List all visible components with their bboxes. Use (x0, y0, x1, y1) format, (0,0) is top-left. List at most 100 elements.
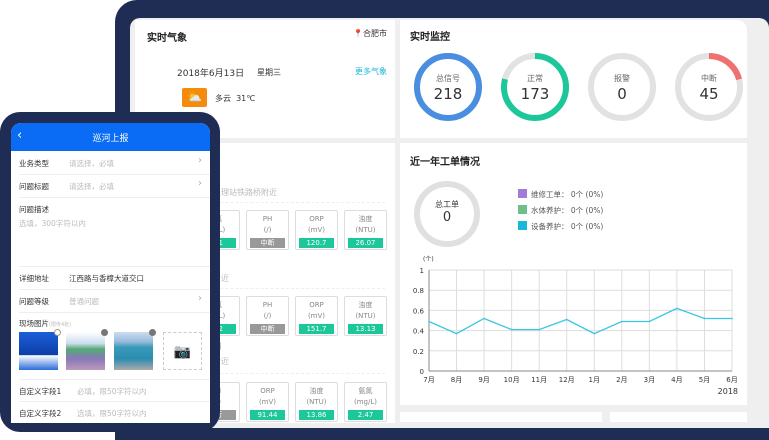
sensor-cell[interactable]: PH (/) 中断 (246, 210, 289, 250)
y-tick-label: 0.4 (413, 328, 425, 336)
data-point (455, 332, 458, 335)
sensor-unit: (mV) (307, 226, 326, 234)
sensor-cell[interactable]: PH (/) 中断 (246, 296, 289, 336)
business-type-row[interactable]: 业务类型 请选择，必填 › (19, 151, 210, 175)
station-location: 附近 (213, 357, 229, 366)
sensor-cell[interactable]: 浊度 (NTU) 13.86 (295, 382, 338, 422)
orders-card: 近一年工单情况 总工单 0 维修工单： 0个 (0%) 水体养护： 0个 (0%)… (400, 143, 747, 405)
sensor-cell[interactable]: ORP (mV) 151.7 (295, 296, 338, 336)
bottom-card-right (610, 412, 747, 422)
ring-gauge (501, 53, 569, 121)
station-divider (205, 288, 385, 289)
row-placeholder: 请选择，必填 (69, 159, 114, 168)
data-point (565, 318, 568, 321)
sensor-unit: (NTU) (306, 398, 327, 406)
data-point (648, 320, 651, 323)
x-tick-label: 9月 (478, 376, 489, 384)
x-tick-label: 12月 (559, 376, 575, 384)
legend-item: 设备养护： 0个 (0%) (518, 221, 603, 232)
more-weather-link[interactable]: 更多气象 (355, 67, 387, 76)
sensor-cell[interactable]: ORP (mV) 91.44 (246, 382, 289, 422)
ring-gauge (588, 53, 656, 121)
row-label: 问题描述 (19, 205, 49, 214)
weather-condition: 多云 31℃ (215, 94, 256, 103)
ring-value: 218 (433, 85, 463, 103)
row-label: 问题等级 (19, 297, 49, 306)
sensor-value: 120.7 (299, 238, 334, 248)
issue-title-row[interactable]: 问题标题 请选择，必填 › (19, 175, 210, 198)
back-icon[interactable]: ‹ (17, 128, 23, 143)
chevron-right-icon: › (198, 155, 202, 166)
y-tick-label: 0.8 (413, 287, 424, 295)
y-tick-label: 0.6 (413, 307, 425, 315)
x-tick-label: 10月 (504, 376, 520, 384)
chevron-right-icon: › (198, 293, 202, 304)
location[interactable]: 📍合肥市 (353, 28, 387, 39)
data-point (428, 320, 430, 323)
total-orders-value: 0 (442, 210, 452, 225)
sensor-value: 13.13 (348, 324, 383, 334)
data-point (538, 328, 540, 331)
monitor-card: 实时监控 总信号 218 正常 173 报警 0 中断 45 (400, 20, 747, 138)
x-tick-label: 2月 (616, 376, 627, 384)
ring-value: 45 (699, 85, 719, 103)
remove-photo-icon[interactable] (54, 329, 61, 336)
custom-field-2[interactable]: 自定义字段2 选填，限50字符以内 (19, 402, 210, 423)
data-point (676, 307, 678, 310)
station-name: 河处理站铁路桥附近 (205, 188, 277, 197)
year-label: 2018 (718, 387, 738, 396)
row-placeholder: 必填，限50字符以内 (77, 387, 147, 396)
photo-thumbnail[interactable] (19, 329, 61, 370)
ring-label: 正常 (527, 74, 543, 83)
sensor-value: 2.47 (348, 410, 383, 420)
sensor-cell[interactable]: 浊度 (NTU) 13.13 (344, 296, 387, 336)
custom-field-1[interactable]: 自定义字段1 必填，限50字符以内 (19, 379, 210, 402)
issue-level-row[interactable]: 问题等级 普通问题 › (19, 290, 210, 313)
sensor-name: 浊度 (309, 387, 324, 395)
phone-title: 巡河上报 (92, 134, 129, 144)
sensor-value: 中断 (250, 324, 285, 334)
data-point (483, 317, 485, 320)
x-tick-label: 6月 (726, 376, 737, 384)
photo-thumbnail[interactable] (66, 329, 108, 370)
level-value: 普通问题 (69, 297, 99, 306)
legend-swatch (518, 189, 527, 198)
ring-label: 总信号 (436, 74, 460, 83)
y-tick-label: 1 (420, 267, 424, 275)
photo-thumbnail[interactable] (114, 329, 156, 370)
sensor-cell[interactable]: 浊度 (NTU) 26.07 (344, 210, 387, 250)
sensor-unit: (/) (263, 226, 272, 234)
x-tick-label: 11月 (531, 376, 547, 384)
data-point (510, 328, 513, 331)
patrol-report-form: ‹ 巡河上报 业务类型 请选择，必填 › 问题标题 请选择，必填 › 问题描述 选填，30… (11, 123, 210, 423)
sensor-value: 13.86 (299, 410, 334, 420)
address-value: 江西路与香樟大道交口 (69, 274, 144, 283)
partly-cloudy-icon: ⛅ (182, 88, 207, 107)
issue-description-field[interactable]: 问题描述 选填，300字符以内 (19, 198, 210, 267)
sensor-cell[interactable]: ORP (mV) 120.7 (295, 210, 338, 250)
x-tick-label: 1月 (589, 376, 600, 384)
sensor-cell[interactable]: 氨氮 (mg/L) 2.47 (344, 382, 387, 422)
address-row[interactable]: 详细地址 江西路与香樟大道交口 (19, 267, 210, 290)
city-name: 合肥市 (363, 29, 387, 38)
ring-value: 0 (617, 85, 627, 103)
ring-label: 中断 (701, 74, 717, 83)
series-line (428, 307, 732, 335)
weather-weekday: 星期三 (257, 68, 281, 77)
sensor-unit: (/) (263, 312, 272, 320)
weather-title: 实时气象 (147, 33, 187, 44)
sensor-value: 151.7 (299, 324, 334, 334)
orders-line-chart: 0 0.2 0.4 0.6 0.8 1 7月 8月 9月 10月 11月 12月 1月 2月 3月 4月 5月 6… (413, 256, 738, 396)
legend-item: 水体养护： 0个 (0%) (518, 205, 603, 216)
y-tick-label: 0 (420, 368, 424, 376)
monitor-title: 实时监控 (410, 32, 450, 43)
y-axis-unit: (个) (423, 256, 434, 263)
total-orders-ring (414, 181, 480, 247)
sensor-unit: (NTU) (355, 226, 376, 234)
remove-photo-icon[interactable] (101, 329, 108, 336)
add-photo-button[interactable]: 📷 (163, 332, 202, 370)
sensor-name: PH (262, 301, 273, 309)
remove-photo-icon[interactable] (149, 329, 156, 336)
x-tick-label: 7月 (423, 376, 434, 384)
sensor-unit: (mV) (307, 312, 326, 320)
